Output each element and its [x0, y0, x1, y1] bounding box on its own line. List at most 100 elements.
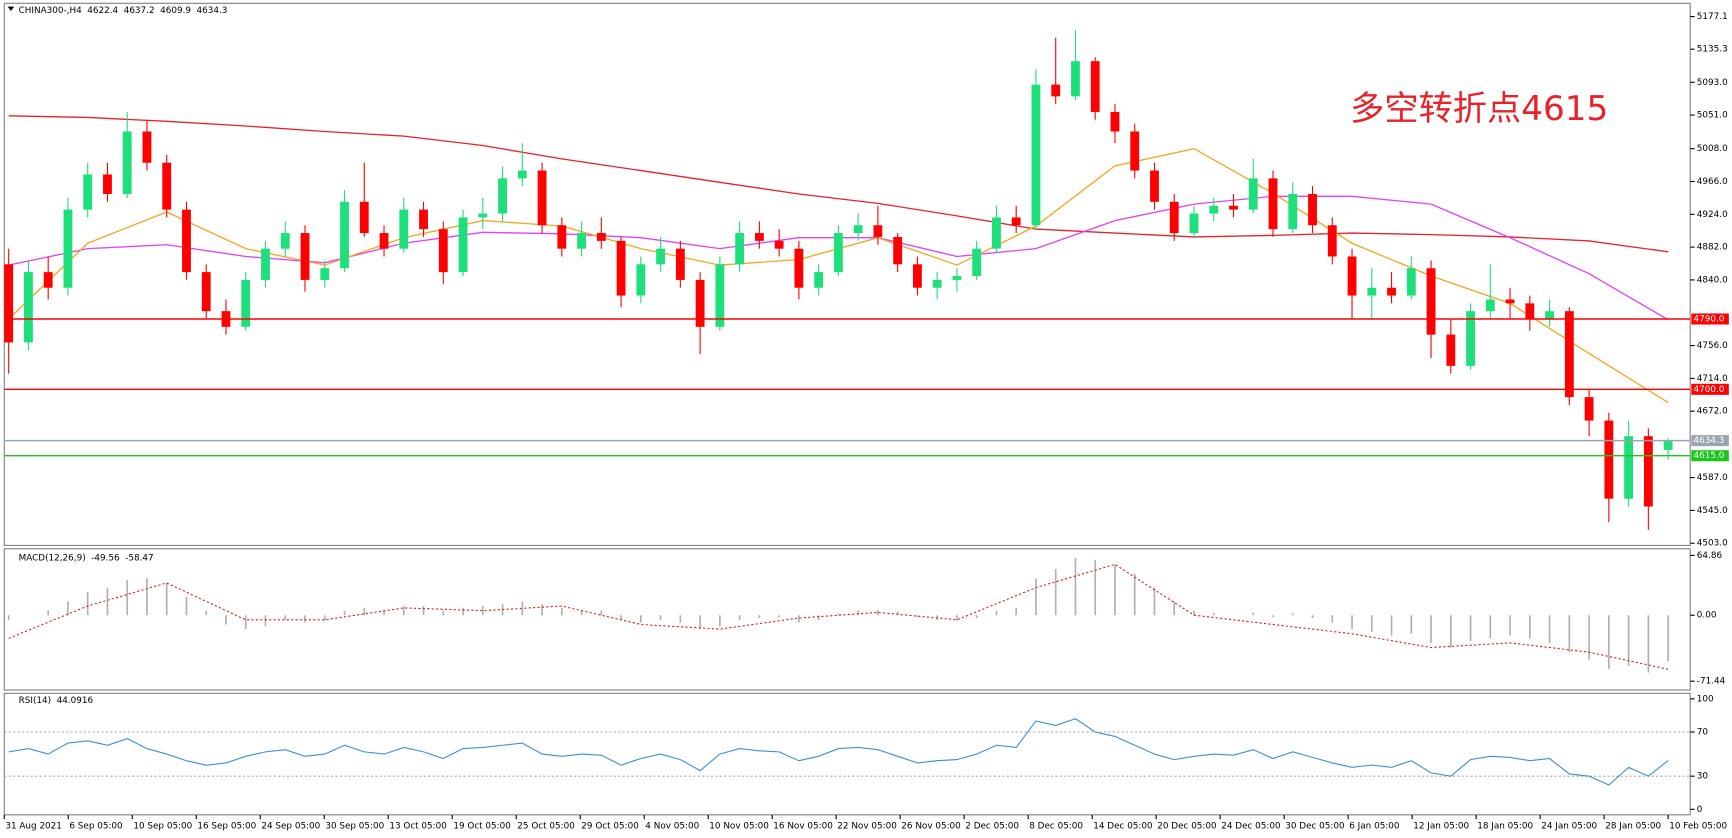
candle-body — [1308, 193, 1317, 226]
candle-body — [972, 248, 982, 277]
candle-body — [814, 272, 824, 288]
header-value: 4609.9 — [160, 5, 191, 15]
x-tick-label: 4 Nov 05:00 — [645, 821, 699, 831]
candle-body — [419, 209, 428, 230]
y-tick-label: 0.00 — [1697, 611, 1717, 621]
header-title: RSI(14) — [19, 695, 51, 705]
rsi-panel-frame — [3, 692, 1691, 816]
candle-body — [162, 162, 172, 210]
header-title: CHINA300-,H4 — [19, 5, 83, 15]
macd-panel-frame — [3, 548, 1691, 691]
rsi-line — [8, 718, 1669, 786]
x-tick-label: 6 Jan 05:00 — [1349, 821, 1400, 831]
candle-body — [1604, 420, 1614, 499]
candle-body — [1545, 311, 1555, 319]
candle-body — [1209, 205, 1219, 214]
candle-body — [359, 201, 369, 234]
candle-body — [1584, 397, 1594, 421]
candle-body — [1169, 201, 1179, 234]
candle-body — [656, 248, 666, 265]
y-tick-label: 5093.0 — [1697, 78, 1728, 88]
x-tick-label: 20 Dec 05:00 — [1157, 821, 1217, 831]
x-tick-label: 16 Nov 05:00 — [773, 821, 833, 831]
candle-body — [517, 170, 527, 179]
candle-body — [695, 279, 705, 327]
candle-body — [1564, 311, 1574, 398]
price-label-box — [1691, 435, 1729, 447]
candle-body — [1110, 111, 1120, 132]
candle-body — [675, 248, 685, 280]
candle-body — [596, 233, 606, 241]
candle-body — [1426, 268, 1436, 335]
y-tick-label: 5135.3 — [1697, 45, 1728, 55]
y-tick-label: 4882.0 — [1697, 243, 1728, 253]
candle-body — [1367, 287, 1377, 296]
candle-body — [1327, 225, 1337, 257]
candle-body — [1051, 84, 1061, 97]
annotation: 多空转折点4615 — [1350, 89, 1608, 129]
header-value: 4634.3 — [197, 5, 228, 15]
candle-body — [932, 279, 942, 288]
candle-body — [833, 233, 843, 273]
candle-body — [952, 276, 962, 280]
x-tick-label: 8 Dec 05:00 — [1029, 821, 1083, 831]
candle-body — [1663, 440, 1673, 450]
candle-body — [478, 213, 488, 218]
candle-body — [853, 225, 863, 234]
y-tick-label: 4545.0 — [1697, 506, 1728, 516]
candle-body — [636, 264, 646, 296]
header-value: 44.0916 — [57, 695, 94, 705]
candle-body — [1071, 61, 1080, 97]
candle-body — [1090, 61, 1100, 112]
candle-body — [24, 272, 33, 343]
y-tick-label: -71.44 — [1697, 677, 1726, 687]
candle-body — [735, 233, 745, 265]
candle-body — [458, 217, 468, 273]
x-tick-label: 10 Feb 05:00 — [1669, 821, 1727, 831]
price-label: 4634.3 — [1694, 436, 1725, 446]
candle-body — [1150, 170, 1159, 202]
x-tick-label: 28 Jan 05:00 — [1605, 821, 1661, 831]
y-tick-label: 4587.0 — [1697, 473, 1728, 483]
candle-body — [320, 268, 330, 280]
candle-body — [63, 209, 73, 288]
x-tick-label: 16 Sep 05:00 — [197, 821, 256, 831]
header-value: 4637.2 — [124, 5, 155, 15]
y-tick-label: 4672.0 — [1697, 407, 1728, 417]
candle-body — [379, 233, 389, 249]
x-tick-label: 19 Oct 05:00 — [453, 821, 511, 831]
header-value: 4622.4 — [87, 5, 118, 15]
candle-body — [893, 236, 903, 265]
candle-body — [715, 264, 725, 327]
y-tick-label: 4924.0 — [1697, 210, 1728, 220]
candle-body — [4, 264, 14, 343]
x-tick-label: 25 Oct 05:00 — [517, 821, 575, 831]
x-tick-label: 6 Sep 05:00 — [69, 821, 123, 831]
x-tick-label: 22 Nov 05:00 — [837, 821, 897, 831]
panel-header: RSI(14) 44.0916 — [19, 695, 94, 705]
candle-body — [1466, 311, 1475, 366]
price-label: 4790.0 — [1694, 314, 1725, 324]
candle-body — [182, 209, 191, 273]
y-tick-label: 64.86 — [1697, 551, 1723, 561]
y-tick-label: 5177.1 — [1697, 12, 1728, 22]
y-tick-label: 0 — [1697, 805, 1703, 815]
x-tick-label: 12 Jan 05:00 — [1413, 821, 1469, 831]
candle-body — [261, 248, 270, 280]
price-label: 4615.0 — [1694, 451, 1725, 461]
candle-body — [1229, 205, 1238, 210]
candle-body — [537, 170, 547, 226]
candle-body — [1268, 178, 1278, 230]
candle-body — [913, 264, 922, 288]
price-label-box — [1691, 450, 1729, 462]
candle-body — [577, 233, 586, 249]
y-tick-label: 4966.0 — [1697, 177, 1728, 187]
candle-body — [399, 209, 409, 249]
x-tick-label: 31 Aug 2021 — [5, 821, 62, 831]
candle-body — [438, 229, 448, 273]
candle-body — [557, 225, 567, 249]
y-tick-label: 4503.0 — [1697, 539, 1728, 549]
menu-triangle[interactable] — [7, 6, 15, 12]
